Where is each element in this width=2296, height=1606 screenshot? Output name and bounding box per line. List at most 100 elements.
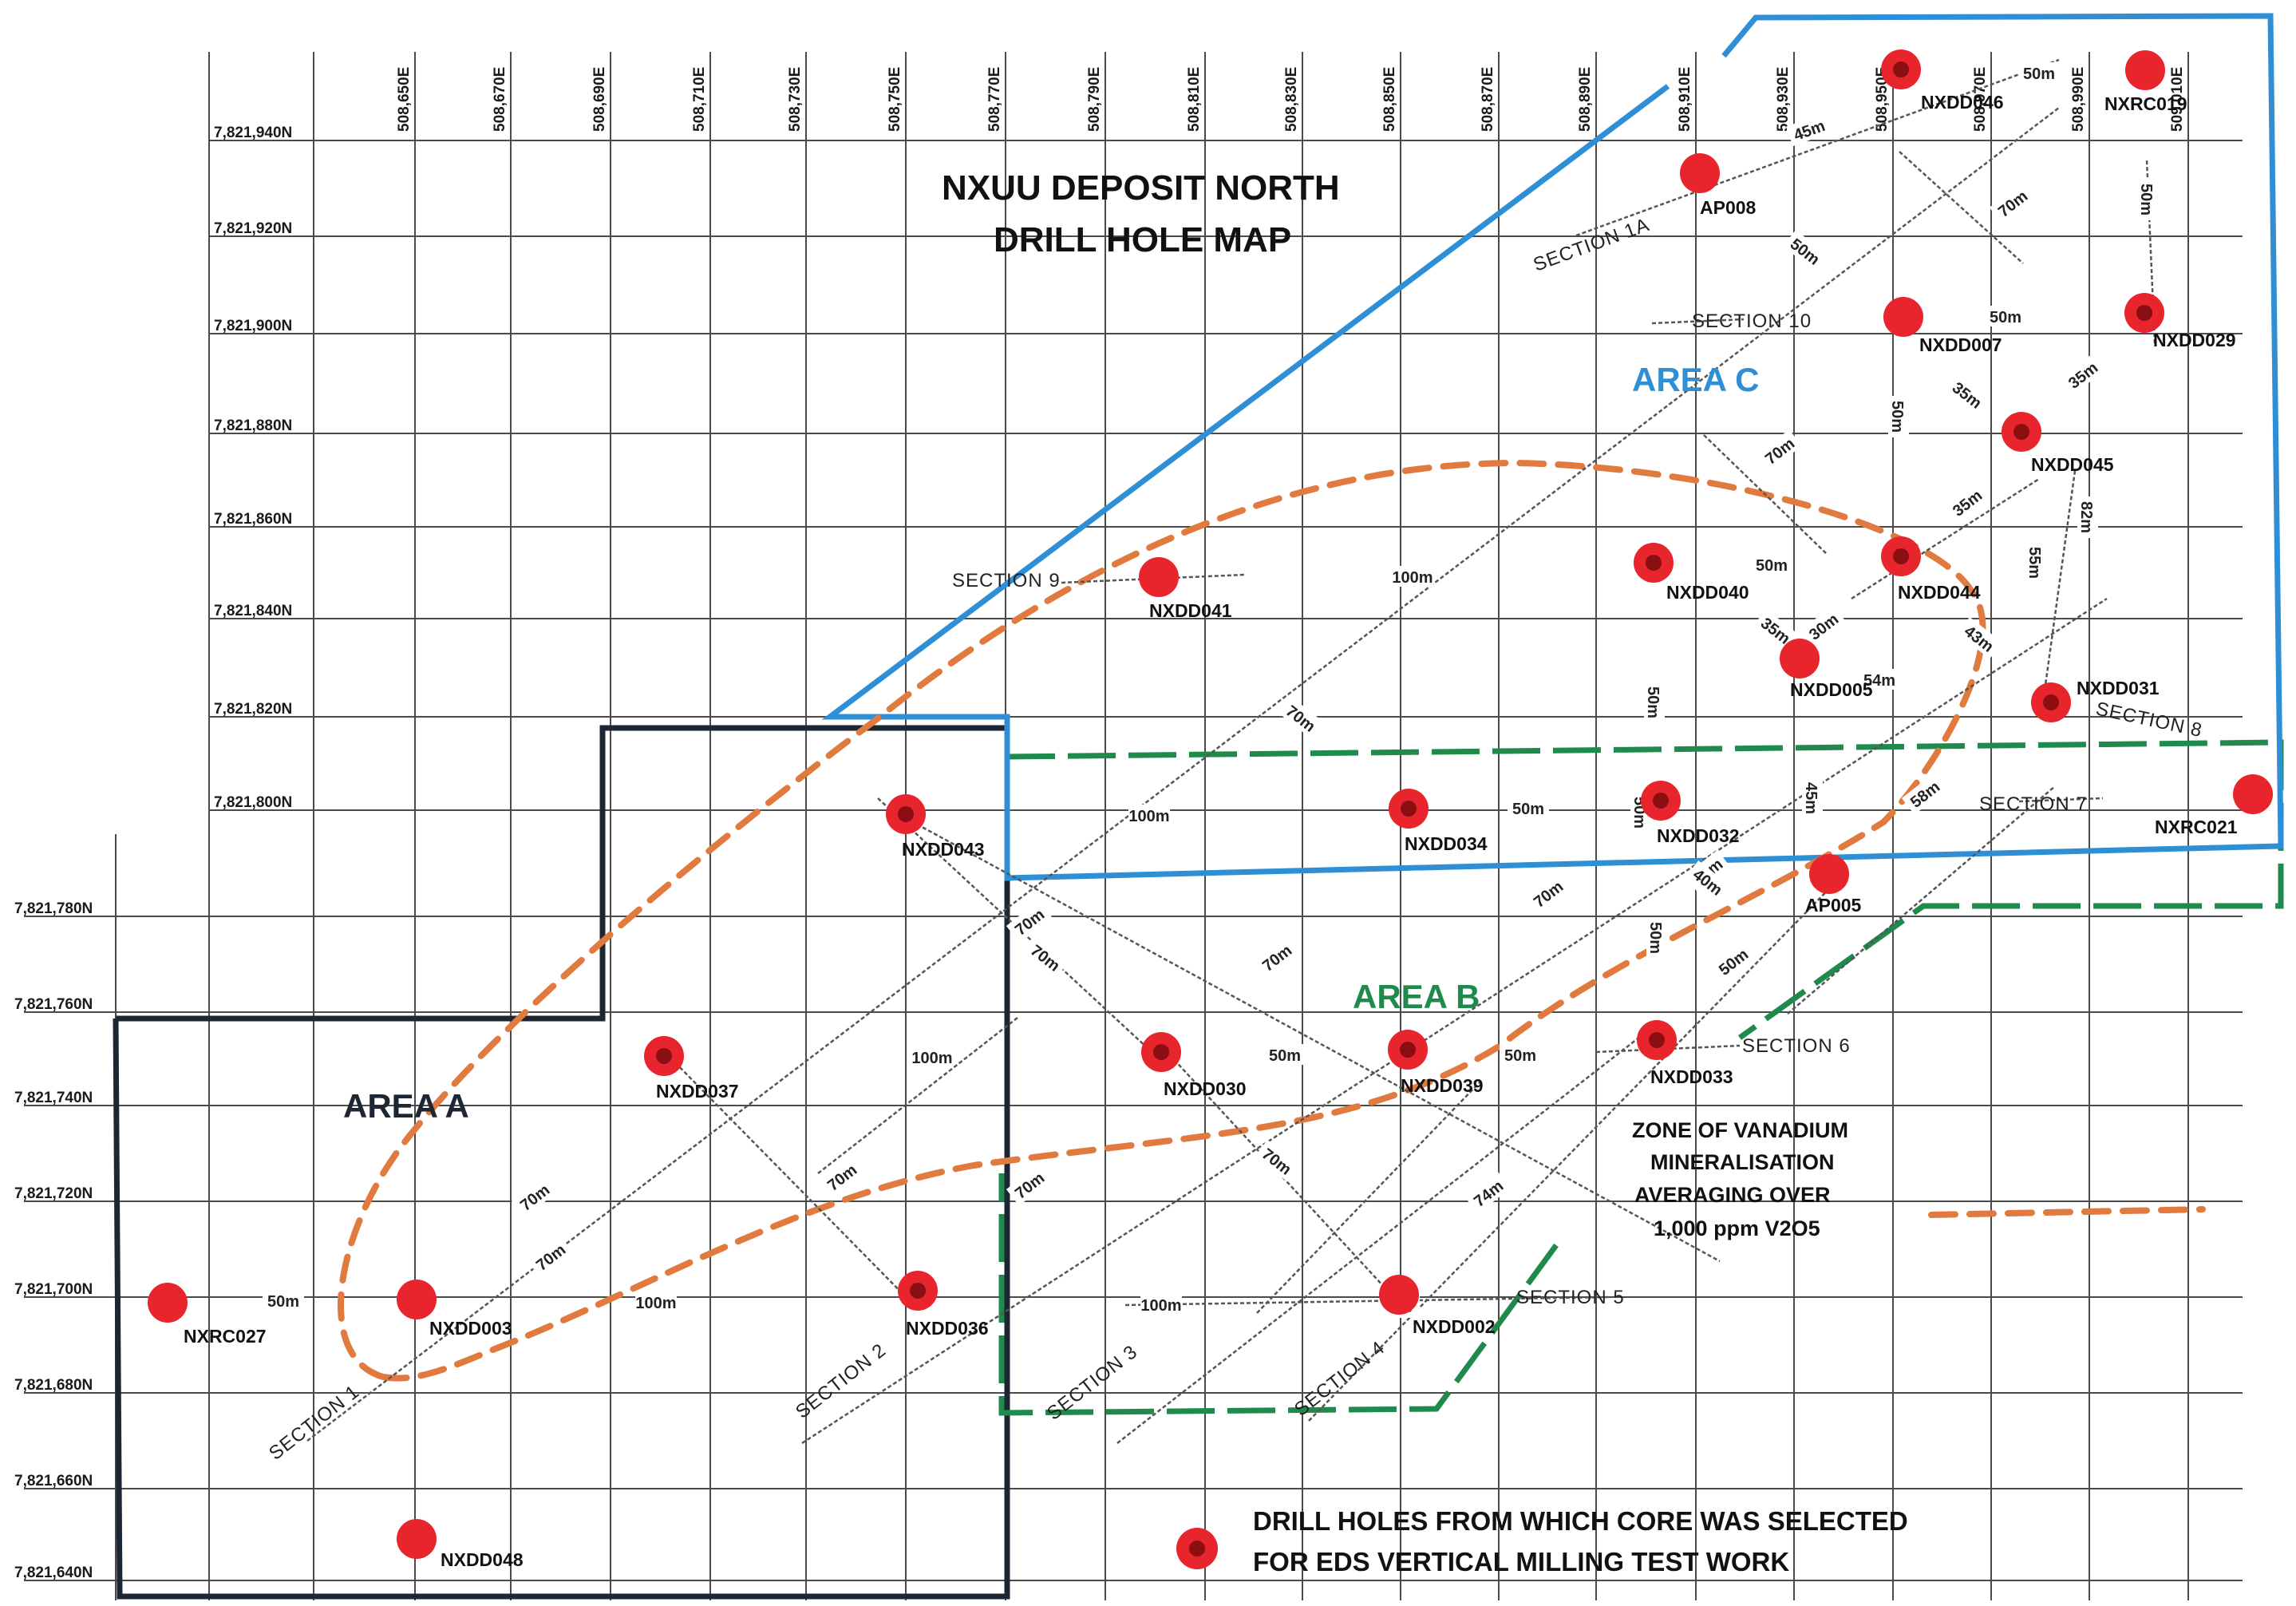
distance-label: 50m — [1504, 1047, 1536, 1065]
distance-label-bg — [1943, 481, 1990, 524]
section-line — [1124, 1295, 1609, 1307]
distance-label-bg — [2025, 542, 2046, 583]
drill-hole: NXDD036 — [898, 1271, 989, 1339]
drill-hole-marker — [1680, 153, 1720, 193]
section-line — [1703, 434, 1828, 556]
section-line — [666, 1053, 919, 1310]
section-label: SECTION 6 — [1742, 1035, 1851, 1057]
easting-label: 508,650E — [396, 67, 413, 132]
section-label: SECTION 1A — [1531, 214, 1653, 276]
easting-label: 508,670E — [492, 67, 508, 132]
drill-hole: NXDD030 — [1141, 1032, 1247, 1099]
distance-label-bg — [263, 1290, 304, 1311]
selected-core-marker — [1893, 61, 1909, 77]
distance-annotation: 50m — [1751, 554, 1792, 575]
drill-hole: NXDD034 — [1389, 789, 1488, 854]
distance-annotation: 70m — [1524, 872, 1571, 915]
drill-hole: NXDD044 — [1881, 536, 1981, 603]
easting-label: 508,930E — [1775, 67, 1792, 132]
distance-label-bg — [511, 1175, 557, 1218]
distance-label-bg — [1464, 1171, 1511, 1214]
distance-label-bg — [1753, 608, 1800, 651]
zone-label-line4: 1,000 ppm V2O5 — [1654, 1216, 1820, 1240]
drill-hole-label: NXDD029 — [2153, 330, 2236, 350]
northing-label: 7,821,720N — [14, 1185, 93, 1202]
distance-label-bg — [1888, 396, 1909, 437]
distance-annotation: 100m — [911, 1046, 953, 1067]
distance-label-bg — [1128, 805, 1170, 825]
easting-label: 508,830E — [1283, 67, 1300, 132]
easting-label: 508,850E — [1381, 67, 1398, 132]
drill-hole-marker — [148, 1283, 188, 1323]
distance-annotation: 50m — [1500, 1044, 1541, 1065]
legend-drill-hole-core — [1189, 1541, 1205, 1557]
northing-label: 7,821,920N — [214, 220, 292, 237]
selected-core-marker — [1653, 793, 1669, 809]
section-line — [1787, 785, 2056, 1015]
distance-annotation: 74m — [1464, 1171, 1511, 1214]
distance-label: 100m — [1140, 1297, 1181, 1315]
drill-hole-label: NXDD041 — [1149, 600, 1232, 621]
distance-annotation: 54m — [1859, 669, 1900, 690]
drill-hole-label: NXRC027 — [184, 1326, 267, 1347]
distance-label: 50m — [267, 1293, 299, 1311]
selected-core-marker — [656, 1048, 672, 1064]
drill-hole-label: NXDD039 — [1401, 1075, 1484, 1096]
northing-label: 7,821,820N — [214, 701, 292, 718]
distance-annotation: 50m — [1508, 797, 1549, 818]
survey-grid — [24, 52, 2243, 1600]
northing-label: 7,821,660N — [14, 1473, 93, 1489]
distance-label: 100m — [1392, 569, 1433, 587]
distance-label-bg — [1253, 936, 1299, 979]
section-line — [1899, 151, 2024, 264]
section-line — [1256, 1081, 1481, 1314]
distance-label-bg — [1264, 1044, 1306, 1065]
northing-label: 7,821,740N — [14, 1090, 93, 1106]
drill-hole-label: NXDD003 — [429, 1318, 512, 1339]
vanadium-zone-outline — [338, 459, 1986, 1382]
zone-label-line2: MINERALISATION — [1650, 1150, 1835, 1174]
distance-annotation: 35m — [1943, 481, 1990, 524]
distance-label-bg — [1800, 604, 1846, 647]
distance-annotation: 55m — [2025, 542, 2046, 583]
drill-hole: NXDD005 — [1780, 639, 1873, 700]
easting-label: 508,970E — [1972, 67, 1989, 132]
drill-hole-marker — [1780, 639, 1820, 678]
distance-label-bg — [1709, 939, 1756, 983]
distance-label-bg — [2077, 496, 2098, 538]
legend-text-line2: FOR EDS VERTICAL MILLING TEST WORK — [1253, 1547, 1789, 1576]
section-line — [801, 597, 2108, 1445]
distance-label-bg — [2059, 353, 2105, 396]
drill-hole: NXDD029 — [2124, 293, 2236, 350]
drill-hole-label: NXDD036 — [906, 1318, 989, 1339]
distance-annotation: 70m — [1253, 936, 1299, 979]
area-c-label: AREA C — [1632, 361, 1759, 398]
distance-label: 100m — [635, 1295, 676, 1312]
distance-label-bg — [1023, 936, 1069, 979]
northing-label: 7,821,760N — [14, 996, 93, 1013]
distance-label: 50m — [1888, 401, 1906, 433]
easting-label: 508,990E — [2070, 67, 2087, 132]
distance-annotation: 70m — [1255, 1139, 1301, 1182]
section-line — [1575, 58, 2060, 237]
drill-hole: NXRC027 — [148, 1283, 267, 1347]
distance-annotation: 82m — [2077, 496, 2098, 538]
distance-annotation: 50m — [2018, 62, 2060, 83]
section-labels: SECTION 1 SECTION 2 SECTION 3 SECTION 4SECT… — [265, 214, 2204, 1465]
map-title-line1: NXUU DEPOSIT NORTH — [942, 168, 1340, 208]
section-line — [1116, 1033, 1645, 1444]
northing-label: 7,821,880N — [214, 417, 292, 434]
distance-annotation: 35m — [1945, 373, 1991, 416]
distance-label-bg — [1646, 917, 1667, 959]
section-label: SECTION 10 — [1692, 311, 1812, 332]
zone-label-line1: ZONE OF VANADIUM — [1632, 1118, 1848, 1142]
easting-label: 508,910E — [1677, 67, 1693, 132]
drill-hole-label: NXDD040 — [1666, 582, 1749, 603]
distance-label-bg — [1500, 1044, 1541, 1065]
selected-core-marker — [1400, 1042, 1416, 1058]
selected-core-marker — [898, 806, 914, 822]
distance-annotation: 100m — [1140, 1294, 1182, 1315]
distance-annotation: 50m — [1985, 306, 2026, 326]
distance-label: 55m — [2025, 547, 2043, 579]
